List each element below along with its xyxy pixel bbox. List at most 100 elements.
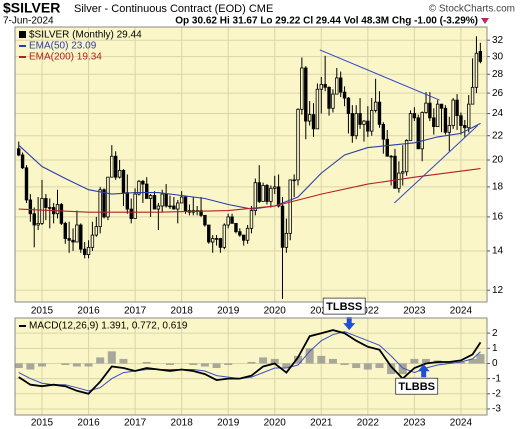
candle-body <box>389 155 393 158</box>
candle-body <box>164 193 168 207</box>
macd-histogram-bar <box>247 361 256 364</box>
candle-body <box>315 88 320 130</box>
candle-body <box>288 179 292 234</box>
candle-body <box>455 99 459 117</box>
candle-body <box>59 204 64 224</box>
legend-swatch <box>19 31 26 38</box>
ema-line <box>18 168 481 213</box>
candle-body <box>373 101 378 111</box>
y-tick-label: 14 <box>492 246 504 257</box>
candle-body <box>113 155 118 178</box>
x-tick-label: 2017 <box>124 306 147 317</box>
macd-histogram-bar <box>259 357 268 364</box>
candle-body <box>90 234 95 248</box>
candle-body <box>20 154 25 169</box>
candle-body <box>222 224 227 248</box>
candle-body <box>335 77 339 95</box>
y-tick-label: 24 <box>492 108 504 119</box>
candle-body <box>443 107 448 133</box>
trendline <box>319 49 440 101</box>
x-tick-label: 2021 <box>310 418 333 429</box>
candle-body <box>404 140 409 173</box>
candle-body <box>48 207 52 209</box>
y-tick-label: -1 <box>492 373 501 384</box>
candle-body <box>218 238 223 248</box>
candle-body <box>168 205 172 208</box>
candle-body <box>459 115 463 126</box>
candle-body <box>160 193 164 207</box>
candle-body <box>145 183 149 199</box>
y-tick-label: 28 <box>492 69 504 80</box>
y-tick-label: -2 <box>492 388 501 399</box>
candle-body <box>44 198 48 208</box>
candle-body <box>241 234 246 241</box>
legend-label: EMA(50) 23.09 <box>29 41 97 52</box>
candle-body <box>94 226 99 236</box>
x-tick-label: 2024 <box>450 418 473 429</box>
candle-body <box>428 102 432 119</box>
candle-body <box>276 186 281 207</box>
candle-body <box>79 224 83 250</box>
macd-histogram-bar <box>363 363 372 370</box>
panel-border <box>14 26 488 303</box>
candle-body <box>366 120 370 132</box>
candle-body <box>358 113 362 125</box>
candle-body <box>284 232 289 248</box>
candle-body <box>152 195 157 210</box>
y-tick-label: 16 <box>492 212 504 223</box>
macd-histogram-bar <box>270 358 279 364</box>
candle-body <box>210 238 215 243</box>
candle-body <box>350 113 355 137</box>
candle-body <box>292 179 296 182</box>
macd-histogram-bar <box>61 363 70 365</box>
candle-body <box>327 86 331 109</box>
x-tick-label: 2018 <box>171 418 194 429</box>
macd-histogram-bar <box>305 348 314 364</box>
candle-body <box>342 91 347 99</box>
candle-body <box>296 108 300 181</box>
candle-body <box>137 180 141 195</box>
macd-line <box>18 331 481 392</box>
candle-body <box>176 202 180 210</box>
macd-histogram-bar <box>398 363 407 375</box>
macd-histogram-bar <box>375 363 384 369</box>
macd-histogram-bar <box>387 363 396 375</box>
candle-body <box>102 189 106 218</box>
x-tick-label: 2020 <box>264 306 287 317</box>
macd-histogram-bar <box>107 351 116 364</box>
candle-body <box>129 208 133 219</box>
candle-body <box>203 214 207 226</box>
candle-body <box>214 238 219 240</box>
candle-body <box>377 101 382 125</box>
candle-body <box>447 125 451 133</box>
candle-body <box>304 67 308 122</box>
candle-body <box>82 248 87 256</box>
x-tick-label: 2015 <box>31 306 54 317</box>
candle-body <box>311 114 316 130</box>
candle-body <box>467 103 471 129</box>
candle-body <box>199 210 203 216</box>
candle-body <box>249 210 254 229</box>
x-tick-label: 2022 <box>357 306 380 317</box>
candle-body <box>148 195 153 199</box>
candle-body <box>323 84 327 88</box>
macd-histogram-bar <box>119 358 128 364</box>
candle-body <box>307 114 312 122</box>
macd-histogram-bar <box>317 355 326 364</box>
candle-body <box>439 103 444 109</box>
candle-body <box>63 222 67 239</box>
macd-histogram-bar <box>224 363 233 365</box>
macd-histogram-bar <box>340 363 349 365</box>
candle-body <box>300 67 304 110</box>
macd-histogram-bar <box>294 355 303 364</box>
macd-line <box>18 329 482 395</box>
x-tick-label: 2017 <box>124 418 147 429</box>
candle-body <box>338 77 343 93</box>
candle-body <box>424 102 428 113</box>
panel-background <box>15 27 487 302</box>
candle-body <box>385 138 389 157</box>
macd-histogram-bar <box>476 354 485 364</box>
y-tick-label: 12 <box>492 285 504 296</box>
candle-body <box>412 113 417 119</box>
macd-histogram-bar <box>328 358 337 364</box>
